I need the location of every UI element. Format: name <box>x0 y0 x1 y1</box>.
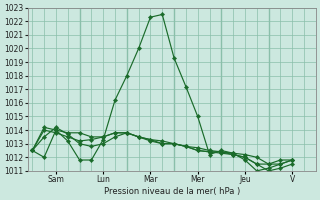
X-axis label: Pression niveau de la mer( hPa ): Pression niveau de la mer( hPa ) <box>104 187 240 196</box>
